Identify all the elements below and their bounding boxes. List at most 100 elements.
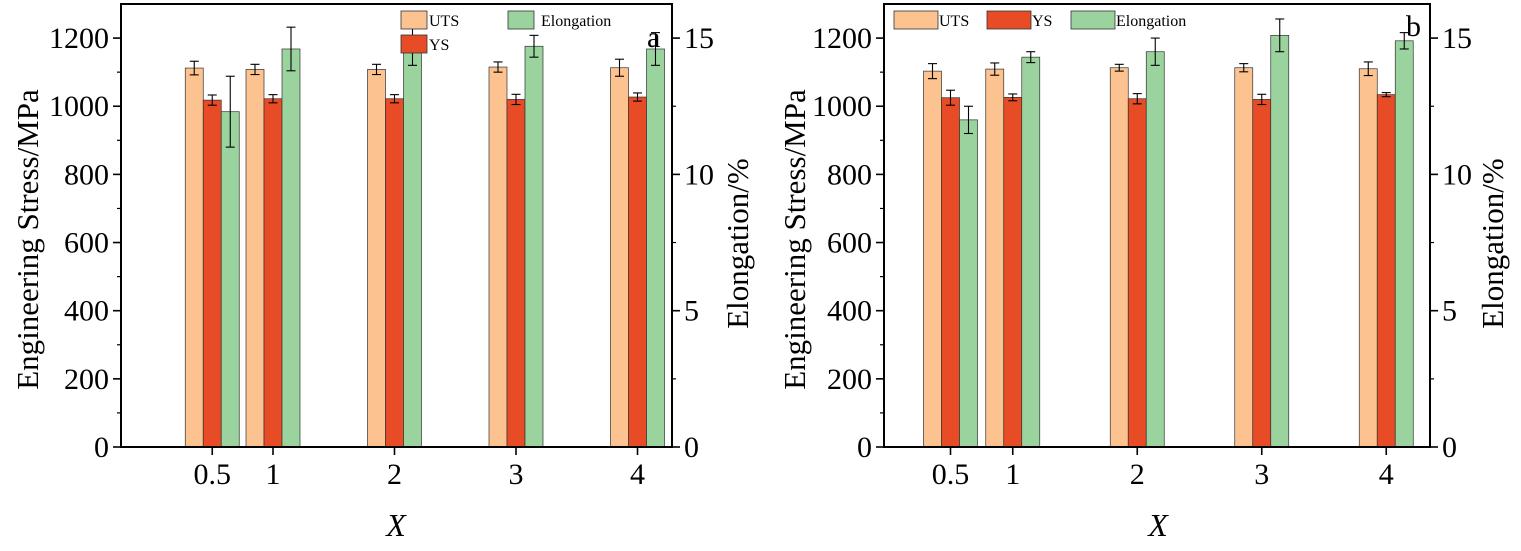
y-left-tick-label: 800	[64, 158, 109, 191]
error-bar-ys-1	[1008, 93, 1018, 102]
error-bar-elongation-1	[286, 26, 296, 72]
bar-elongation-2	[1145, 51, 1165, 448]
y-left-tick-label: 1200	[812, 22, 872, 55]
error-bar-elongation-3	[529, 34, 539, 58]
legend-swatch-elongation	[1070, 10, 1116, 30]
error-bar-ys-4	[633, 92, 642, 102]
bar-elongation-0.5	[220, 111, 240, 448]
y-left-tick-label: 1000	[812, 90, 872, 123]
y-right-tick-label: 0	[1442, 431, 1457, 464]
bar-ys-4	[1376, 94, 1396, 448]
chart-panel-a: 0 200 400 600 800 1000 1200 0 5 10 15 0.5 1 2 3 4 Engine…	[10, 3, 755, 543]
error-bar-ys-2	[390, 94, 399, 104]
x-tick-label: 3	[1254, 458, 1269, 491]
error-bar-ys-3	[1257, 93, 1267, 106]
x-tick-label: 4	[630, 458, 645, 491]
y-right-tick-label: 10	[684, 158, 714, 191]
y-left-tick-label: 1200	[49, 22, 109, 55]
bar-uts-1	[985, 68, 1005, 448]
error-bar-elongation-1	[1026, 51, 1036, 64]
error-bar-uts-3	[493, 61, 503, 73]
plot-frame	[883, 3, 1431, 448]
panel-label: b	[1406, 10, 1421, 43]
legend: UTS YS Elongation	[893, 10, 1186, 30]
x-tick-label: 2	[387, 458, 402, 491]
x-tick-label: 2	[1130, 458, 1145, 491]
legend: UTS YS Elongation	[400, 10, 611, 54]
y-right-tick-label: 5	[1442, 295, 1457, 328]
y-left-tick-label: 800	[827, 158, 872, 191]
bar-ys-0.5	[941, 97, 960, 448]
legend-label-ys: YS	[1032, 13, 1052, 30]
y-axis-title-left: Engineering Stress/MPa	[777, 89, 812, 390]
y-right-tick-label: 5	[684, 295, 699, 328]
bar-ys-0.5	[202, 99, 222, 448]
bar-elongation-3	[524, 45, 544, 448]
x-tick-label: 4	[1379, 458, 1394, 491]
legend-swatch-ys	[400, 34, 428, 54]
x-tick-label: 0.5	[194, 458, 232, 491]
legend-label-elongation: Elongation	[1116, 13, 1186, 30]
bar-ys-1	[1003, 97, 1023, 448]
error-bar-ys-3	[511, 93, 521, 106]
bar-uts-2	[367, 69, 386, 448]
bar-uts-2	[1109, 67, 1129, 448]
plot-frame	[120, 3, 673, 448]
y-right-tick-label: 0	[684, 431, 699, 464]
bar-uts-0.5	[184, 67, 204, 448]
error-bar-ys-4	[1381, 92, 1391, 98]
error-bar-uts-4	[1363, 61, 1373, 77]
y-left-tick-label: 400	[64, 295, 109, 328]
legend-swatch-uts	[400, 10, 428, 30]
bar-elongation-3	[1270, 34, 1290, 448]
bar-ys-2	[1127, 98, 1147, 448]
bar-uts-3	[1234, 67, 1254, 448]
y-right-tick-label: 10	[1442, 158, 1472, 191]
y-left-tick-label: 600	[64, 227, 109, 260]
error-bar-elongation-0.5	[964, 105, 973, 135]
y-left-tick-label: 200	[64, 363, 109, 396]
error-bar-ys-0.5	[946, 89, 955, 106]
y-axis-title-right: Elongation/%	[1475, 158, 1510, 328]
error-bar-uts-0.5	[189, 60, 199, 76]
bar-elongation-2	[403, 40, 422, 448]
bar-elongation-4	[1394, 40, 1414, 448]
y-left-tick-label: 600	[827, 227, 872, 260]
legend-swatch-elongation	[507, 10, 535, 30]
bar-uts-4	[610, 67, 629, 448]
y-left-tick-label: 0	[94, 431, 109, 464]
bar-elongation-1	[281, 48, 301, 448]
legend-label-ys: YS	[429, 37, 449, 54]
bar-ys-2	[385, 98, 404, 448]
error-bar-ys-2	[1132, 93, 1142, 105]
x-axis-title: X	[1146, 507, 1169, 543]
bar-ys-1	[263, 98, 283, 448]
error-bar-elongation-4	[651, 32, 660, 66]
y-left-tick-label: 200	[827, 363, 872, 396]
legend-swatch-uts	[893, 10, 939, 30]
legend-label-uts: UTS	[939, 13, 969, 30]
bar-elongation-1	[1021, 56, 1041, 448]
legend-label-uts: UTS	[429, 13, 459, 30]
y-axis-title-right: Elongation/%	[720, 158, 755, 328]
y-right-tick-label: 15	[684, 22, 714, 55]
error-bar-uts-3	[1239, 63, 1249, 73]
bar-uts-4	[1358, 68, 1378, 448]
panel-label: a	[647, 21, 660, 54]
legend-swatch-ys	[986, 10, 1032, 30]
error-bar-ys-0.5	[207, 94, 217, 106]
bar-ys-4	[628, 96, 647, 448]
error-bar-uts-1	[990, 62, 1000, 76]
error-bar-uts-4	[615, 58, 624, 77]
legend-label-elongation: Elongation	[541, 13, 611, 30]
bar-ys-3	[506, 99, 526, 448]
error-bar-ys-1	[268, 94, 278, 104]
bar-elongation-4	[646, 48, 665, 448]
bar-uts-3	[488, 66, 508, 448]
bar-ys-3	[1252, 99, 1272, 448]
error-bar-uts-0.5	[928, 63, 937, 80]
bar-uts-1	[245, 69, 265, 448]
x-tick-label: 1	[266, 458, 281, 491]
y-right-tick-label: 15	[1442, 22, 1472, 55]
